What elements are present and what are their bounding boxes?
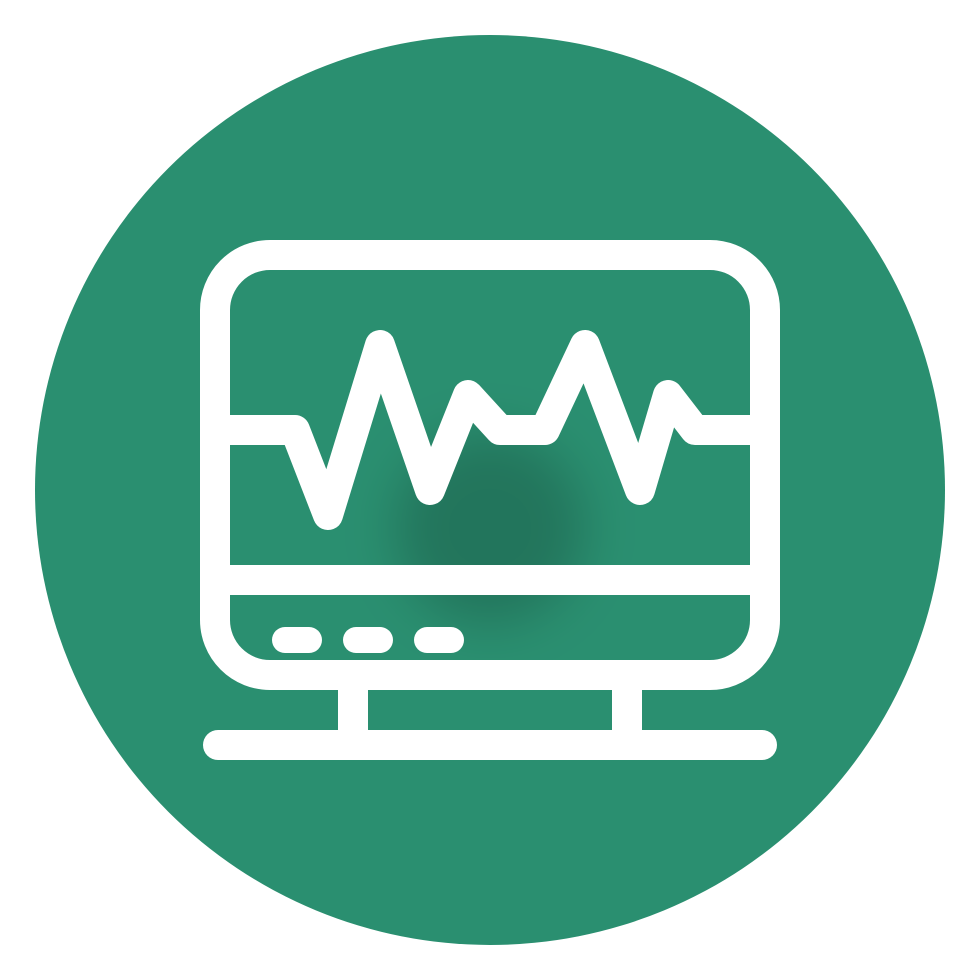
- indicator-light-1: [272, 627, 322, 653]
- heart-monitor-icon: [0, 0, 980, 980]
- icon-container: [0, 0, 980, 980]
- indicator-light-3: [414, 627, 464, 653]
- indicator-light-2: [343, 627, 393, 653]
